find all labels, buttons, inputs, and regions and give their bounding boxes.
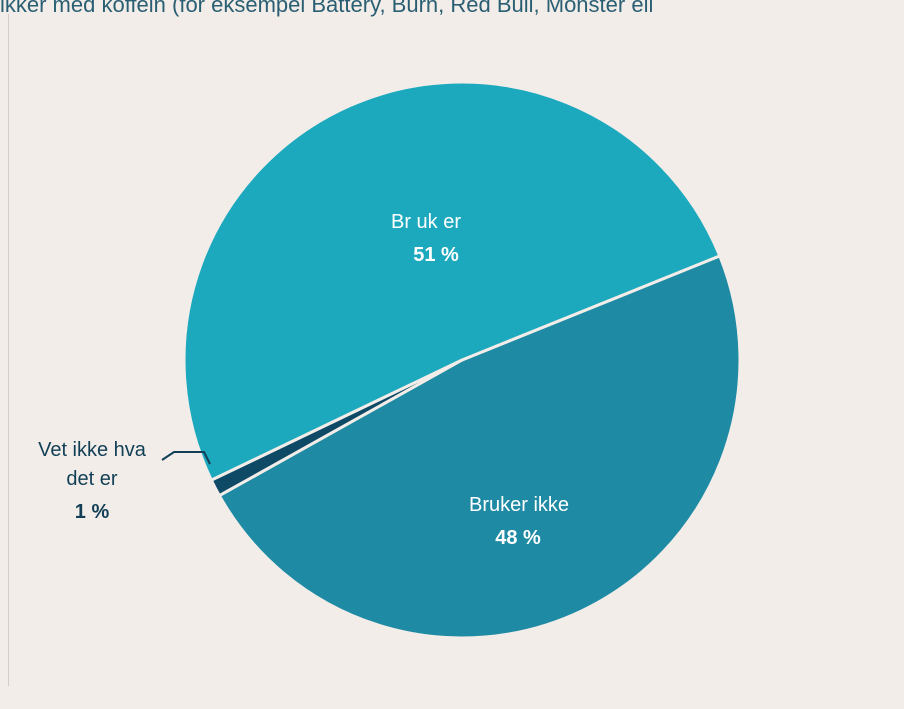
- slice-value-bruker: 51 %: [413, 244, 459, 266]
- slice-label-vet-ikke-line1: Vet ikke hva: [38, 439, 147, 461]
- slice-value-bruker-ikke: 48 %: [495, 527, 541, 549]
- left-divider: [8, 14, 9, 686]
- slice-value-vet-ikke: 1 %: [75, 501, 110, 523]
- slice-label-vet-ikke-line2: det er: [66, 468, 117, 490]
- slice-label-bruker-ikke: Bruker ikke: [469, 494, 569, 516]
- slice-bruker: [182, 80, 722, 482]
- chart-title: ikker med koffein (for eksempel Battery,…: [0, 0, 654, 17]
- slice-label-bruker: Br uk er: [391, 211, 461, 233]
- pie-slices: [182, 80, 742, 640]
- slice-bruker-ikke: [217, 254, 742, 640]
- leader-line-vet-ikke: [161, 451, 211, 465]
